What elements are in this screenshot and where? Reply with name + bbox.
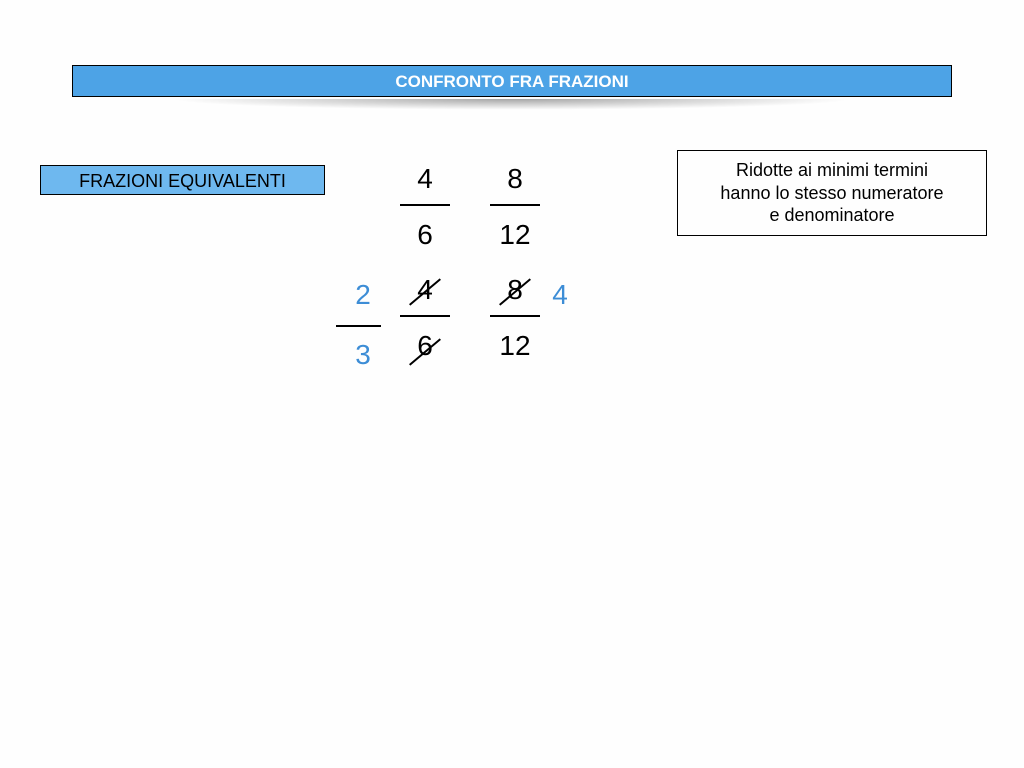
cancel-num-4: 4 [398,273,452,307]
den-6: 6 [398,218,452,252]
cancel-num-8: 8 [488,273,542,307]
reduced-bar [336,325,381,327]
cancel-8-12: 8 12 [488,273,542,363]
den-12: 12 [488,218,542,252]
title-banner: CONFRONTO FRA FRAZIONI [72,65,952,97]
cancel-den-12: 12 [488,329,542,363]
fraction-4-6: 4 6 [398,162,452,252]
info-line2: hanno lo stesso numeratore [720,183,943,203]
fraction-bar [400,204,450,206]
info-line1: Ridotte ai minimi termini [736,160,928,180]
reduced-den-3: 3 [353,338,373,372]
subtitle-box: FRAZIONI EQUIVALENTI [40,165,325,195]
fraction-bar [490,315,540,317]
num-4: 4 [398,162,452,196]
info-line3: e denominatore [769,205,894,225]
cancel-den-6: 6 [398,329,452,363]
reduced-num-2: 2 [353,278,373,312]
new-num-4: 4 [550,278,570,312]
title-shadow [72,99,952,121]
cancel-4-6: 4 6 [398,273,452,363]
fraction-8-12: 8 12 [488,162,542,252]
fraction-bar [400,315,450,317]
num-8: 8 [488,162,542,196]
info-box: Ridotte ai minimi termini hanno lo stess… [677,150,987,236]
fraction-bar [490,204,540,206]
